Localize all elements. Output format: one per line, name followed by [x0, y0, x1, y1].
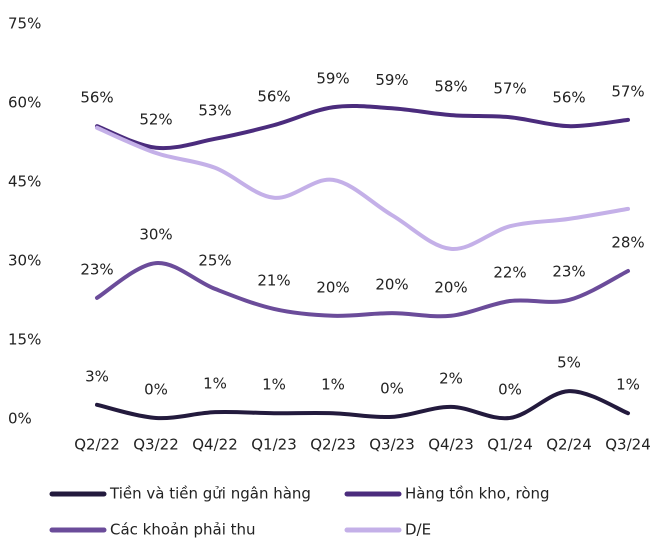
data-label: 57%: [493, 80, 526, 98]
data-label: 5%: [557, 354, 581, 372]
data-label: 1%: [262, 376, 286, 394]
data-label: 21%: [257, 271, 290, 289]
data-label: 1%: [203, 375, 227, 393]
x-tick-label: Q3/23: [369, 436, 415, 454]
data-label: 0%: [144, 380, 168, 398]
data-label: 0%: [380, 379, 404, 397]
y-tick-label: 15%: [8, 331, 41, 349]
x-tick-label: Q3/22: [133, 436, 179, 454]
data-label: 56%: [257, 88, 290, 106]
data-label: 58%: [434, 78, 467, 96]
y-tick-label: 60%: [8, 94, 41, 112]
x-tick-label: Q1/24: [487, 436, 533, 454]
data-label: 57%: [611, 82, 644, 100]
data-label: 23%: [80, 260, 113, 278]
x-tick-label: Q2/24: [546, 436, 592, 454]
data-label: 0%: [498, 380, 522, 398]
data-label: 56%: [80, 89, 113, 107]
legend-label: Hàng tồn kho, ròng: [405, 485, 550, 503]
y-tick-label: 45%: [8, 173, 41, 191]
x-tick-label: Q4/23: [428, 436, 474, 454]
series-line: [95, 261, 630, 319]
data-label: 59%: [316, 70, 349, 88]
x-tick-label: Q1/23: [251, 436, 297, 454]
legend-label: Các khoản phải thu: [110, 521, 256, 539]
x-tick-label: Q4/22: [192, 436, 238, 454]
data-label: 1%: [321, 376, 345, 394]
data-label: 20%: [375, 276, 408, 294]
y-tick-label: 0%: [8, 410, 32, 428]
data-label: 30%: [139, 226, 172, 244]
data-label: 25%: [198, 251, 231, 269]
x-tick-label: Q3/24: [605, 436, 651, 454]
data-label: 56%: [552, 89, 585, 107]
data-label: 52%: [139, 110, 172, 128]
series-line: [95, 389, 630, 421]
data-label: 20%: [316, 278, 349, 296]
data-label: 22%: [493, 264, 526, 282]
data-label: 20%: [434, 278, 467, 296]
data-label: 28%: [611, 234, 644, 252]
legend-label: D/E: [405, 521, 431, 539]
data-label: 53%: [198, 101, 231, 119]
series-line: [95, 103, 630, 151]
y-tick-label: 75%: [8, 15, 41, 33]
data-label: 59%: [375, 71, 408, 89]
data-label: 3%: [85, 367, 109, 385]
data-label: 1%: [616, 376, 640, 394]
data-label: 23%: [552, 262, 585, 280]
y-tick-label: 30%: [8, 252, 41, 270]
data-label: 2%: [439, 369, 463, 387]
legend-label: Tiền và tiền gửi ngân hàng: [109, 485, 311, 503]
x-tick-label: Q2/23: [310, 436, 356, 454]
x-tick-label: Q2/22: [74, 436, 120, 454]
series-line: [95, 125, 630, 251]
